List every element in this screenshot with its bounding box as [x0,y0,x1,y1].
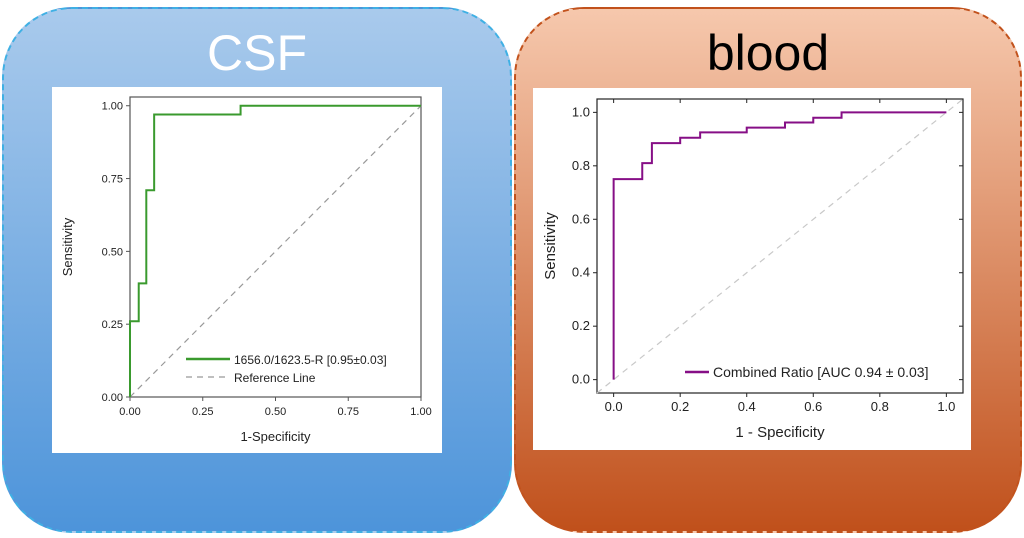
csf-title: CSF [207,25,307,81]
plot-frame [596,98,964,394]
y-tick-label: 0.25 [102,319,123,331]
reference-line [596,98,964,394]
y-axis-label: Sensitivity [542,212,559,280]
y-tick-label: 0.50 [102,246,123,258]
x-tick-label: 0.75 [338,406,359,418]
x-axis-label: 1-Specificity [240,429,311,444]
roc-curve [612,111,947,380]
x-tick-label: 1.00 [410,406,431,418]
legend-label: 1656.0/1623.5-R [0.95±0.03] [234,353,387,367]
y-tick-label: 0.6 [572,211,590,226]
x-tick-label: 0.50 [265,406,286,418]
blood-roc-svg: 0.0 0.2 0.4 0.6 0.8 1.0 0.0 0.2 0.4 0.6 0.8 1.0 1 - … [542,98,964,441]
y-axis-label: Sensitivity [60,217,75,276]
csf-roc-chart: 0.00 0.25 0.50 0.75 1.00 0.00 0.25 0.50 0.75 1.00… [52,87,442,453]
y-tick-label: 0.8 [572,158,590,173]
y-tick-label: 1.00 [102,101,123,113]
blood-title: blood [706,25,830,81]
x-tick-label: 0.2 [671,399,689,414]
roc-curve [129,104,421,397]
x-axis-label: 1 - Specificity [735,424,825,441]
reference-line [129,105,422,398]
plot-frame [129,96,422,398]
y-tick-label: 0.2 [572,318,590,333]
blood-roc-chart: 0.0 0.2 0.4 0.6 0.8 1.0 0.0 0.2 0.4 0.6 0.8 1.0 1 - … [533,88,971,450]
x-tick-label: 1.0 [937,399,955,414]
y-tick-label: 0.0 [572,372,590,387]
y-tick-label: 0.00 [102,392,123,404]
legend-label: Reference Line [234,371,316,385]
x-tick-label: 0.8 [871,399,889,414]
y-tick-label: 1.0 [572,104,590,119]
x-tick-label: 0.6 [804,399,822,414]
y-tick-label: 0.75 [102,174,123,186]
csf-roc-svg: 0.00 0.25 0.50 0.75 1.00 0.00 0.25 0.50 0.75 1.00… [60,96,432,444]
y-tick-label: 0.4 [572,265,590,280]
x-tick-label: 0.0 [605,399,623,414]
x-tick-label: 0.25 [192,406,213,418]
x-tick-label: 0.4 [738,399,756,414]
x-tick-label: 0.00 [119,406,140,418]
legend-label: Combined Ratio [AUC 0.94 ± 0.03] [713,364,928,380]
